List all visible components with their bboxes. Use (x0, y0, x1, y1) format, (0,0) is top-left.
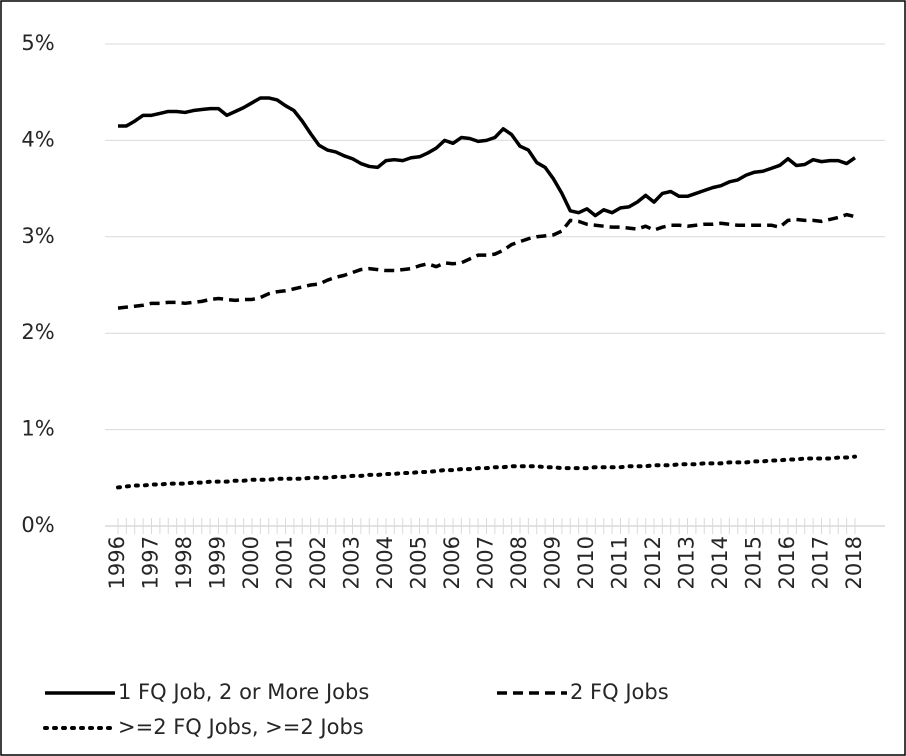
series-line (116, 454, 857, 490)
x-tick-label: 2011 (608, 536, 632, 589)
x-tick-label: 2007 (474, 536, 498, 589)
legend-label: 2 FQ Jobs (570, 680, 669, 704)
x-tick-label: 2004 (373, 536, 397, 589)
x-tick-label: 2012 (641, 536, 665, 589)
y-tick-label: 3% (21, 224, 54, 248)
series-line (118, 96, 856, 218)
x-tick-label: 2005 (407, 536, 431, 589)
y-tick-label: 0% (21, 513, 54, 537)
x-tick-label: 2017 (809, 536, 833, 589)
y-tick-label: 4% (21, 127, 54, 151)
x-tick-label: 1996 (105, 536, 129, 589)
x-tick-label: 2002 (306, 536, 330, 589)
x-tick-label: 2013 (675, 536, 699, 589)
x-tick-label: 2008 (507, 536, 531, 589)
x-tick-label: 2000 (239, 536, 263, 589)
x-tick-label: 2018 (842, 536, 866, 589)
x-tick-label: 2001 (273, 536, 297, 589)
legend-label: 1 FQ Job, 2 or More Jobs (118, 680, 369, 704)
x-tick-label: 2015 (742, 536, 766, 589)
x-tick-label: 1999 (206, 536, 230, 589)
x-tick-label: 2009 (541, 536, 565, 589)
x-tick-label: 1997 (139, 536, 163, 589)
x-tick-label: 2003 (340, 536, 364, 589)
x-tick-label: 2014 (708, 536, 732, 589)
x-tick-label: 2016 (775, 536, 799, 589)
legend-label: >=2 FQ Jobs, >=2 Jobs (118, 715, 364, 739)
x-tick-label: 2006 (440, 536, 464, 589)
y-tick-label: 1% (21, 417, 54, 441)
y-tick-label: 2% (21, 320, 54, 344)
x-tick-label: 2010 (574, 536, 598, 589)
y-tick-label: 5% (21, 31, 54, 55)
x-tick-label: 1998 (172, 536, 196, 589)
